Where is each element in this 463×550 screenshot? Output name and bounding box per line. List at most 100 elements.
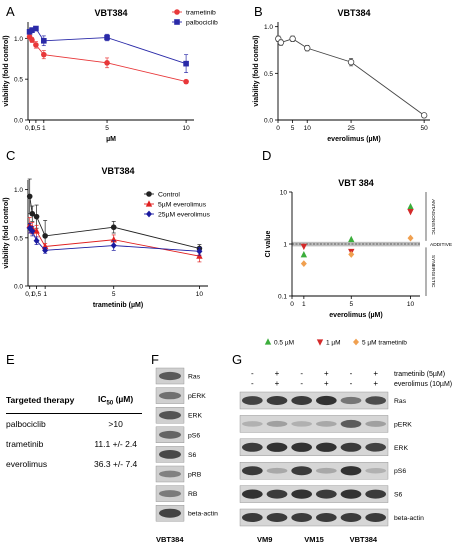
blot-frame	[155, 465, 185, 483]
blot-band	[242, 421, 263, 427]
table-row: everolimus 36.3 +/- 7.4	[6, 458, 138, 469]
blot-band	[340, 396, 362, 405]
blot-label: pS6	[188, 432, 200, 439]
data-point	[110, 242, 117, 249]
blot-label: S6	[188, 452, 197, 459]
chart-title: VBT 384	[338, 178, 374, 188]
legend-marker	[353, 338, 359, 346]
blot-band	[291, 442, 312, 452]
chart-title: VBT384	[94, 8, 127, 18]
cell-line-label: VBT384	[350, 535, 378, 544]
treatment-sign: +	[373, 369, 378, 378]
data-point	[29, 37, 35, 43]
x-axis-label: everolimus (µM)	[327, 136, 380, 143]
chart-c-combination: VBT384 0.0 0.5 1.0 0,10,5 1 5 10 trametinib (µM)…	[3, 166, 210, 309]
y-tick-label: 0.0	[14, 284, 23, 291]
chart-title: VBT384	[337, 8, 370, 18]
legend-marker	[146, 191, 152, 197]
treatment-sign: +	[275, 369, 280, 378]
panel-label-b: B	[254, 4, 263, 19]
x-tick-label: 10	[407, 301, 415, 308]
header-therapy: Targeted therapy	[6, 390, 90, 414]
x-tick-label: 1	[42, 125, 46, 132]
treatment-sign: -	[300, 369, 303, 378]
blot-band	[159, 490, 181, 498]
blot-band	[291, 513, 312, 522]
blot-label: beta-actin	[188, 511, 218, 518]
legend-label: 25µM everolimus	[158, 212, 210, 219]
blot-label: Ras	[188, 374, 201, 381]
chart-title: VBT384	[101, 166, 134, 176]
table-row: trametinib 11.1 +/- 2.4	[6, 438, 137, 449]
chart-a-trametinib-palbociclib: VBT384 0.0 0.5 1.0 0,10,5 1 5 10 µM viability (fo…	[3, 8, 218, 143]
blot-band	[159, 430, 181, 439]
cell-line-label: VM15	[304, 535, 324, 544]
data-point	[277, 39, 285, 46]
y-axis-label: CI value	[265, 230, 272, 257]
panel-label-d: D	[262, 148, 272, 163]
data-point	[196, 252, 203, 259]
data-point	[300, 243, 308, 251]
x-tick-label: 0,5	[32, 291, 41, 298]
panel-label-f: F	[151, 352, 159, 367]
treatment-sign: +	[275, 379, 280, 388]
ic50-table: Targeted therapy IC50 (µM) palbociclib >1…	[6, 390, 142, 474]
blot-band	[242, 489, 263, 499]
x-tick-label: 10	[196, 291, 204, 298]
legend-label: 5 µM trametinib	[362, 340, 407, 347]
blot-band	[242, 396, 263, 405]
data-point	[304, 44, 311, 52]
blot-band	[266, 420, 288, 427]
treatment-sign: +	[324, 369, 329, 378]
blot-band	[316, 513, 337, 522]
x-axis-label: trametinib (µM)	[93, 302, 143, 309]
panel-label-e: E	[6, 352, 15, 367]
blot-band	[340, 466, 362, 476]
blot-band	[266, 513, 288, 522]
panel-label-a: A	[6, 4, 15, 19]
blot-band	[242, 466, 263, 476]
blot-band	[266, 467, 288, 474]
y-tick-label: 0.0	[264, 118, 273, 125]
data-point	[348, 235, 355, 243]
y-tick-label: 0.0	[14, 118, 23, 125]
blot-band	[291, 396, 312, 405]
header-ic50: IC50 (µM)	[89, 390, 142, 414]
cell-line-label: VBT384	[156, 535, 184, 544]
western-blot-f: Ras pERK ERK pS6 S6 pRB RB beta-actin VBT384	[155, 367, 218, 544]
y-tick-label: 10	[280, 190, 288, 197]
blot-band	[159, 391, 181, 400]
panel-label-g: G	[232, 352, 243, 367]
x-tick-label: 1	[43, 291, 47, 298]
data-point	[26, 224, 33, 232]
y-axis-label: viability (fold control)	[253, 35, 260, 106]
blot-band	[266, 489, 288, 499]
x-tick-label: 0,1	[25, 125, 34, 132]
legend-marker	[174, 19, 180, 25]
y-axis-label: viability (fold control)	[3, 35, 10, 106]
legend-marker	[316, 339, 324, 346]
y-axis-label: viability (fold control)	[3, 197, 10, 268]
blot-band	[242, 513, 263, 522]
blot-band	[159, 371, 181, 381]
legend-marker	[146, 210, 152, 218]
blot-band	[365, 442, 386, 452]
blot-label: ERK	[188, 413, 202, 420]
y-tick-label: 0.5	[14, 235, 23, 242]
treatment-sign: -	[251, 369, 254, 378]
x-tick-label: 0,5	[31, 125, 40, 132]
blot-band	[316, 467, 337, 474]
legend-label: 0.5 µM	[274, 340, 294, 347]
blot-band	[159, 411, 181, 420]
blot-frame	[155, 485, 185, 502]
blot-band	[340, 442, 362, 452]
additive-label: ADDITIVE	[430, 242, 452, 248]
series-line	[29, 196, 200, 249]
synergistic-label: SYNERGISTIC	[430, 255, 436, 288]
x-tick-label: 5	[349, 301, 353, 308]
y-tick-label: 1.0	[14, 187, 23, 194]
western-blot-g: - + - + - + trametinib (5µM) - + - + - + everolimus (…	[239, 369, 452, 544]
table-row: palbociclib >10	[6, 418, 123, 429]
blot-band	[242, 442, 263, 452]
y-tick-label: 0.5	[14, 77, 23, 84]
